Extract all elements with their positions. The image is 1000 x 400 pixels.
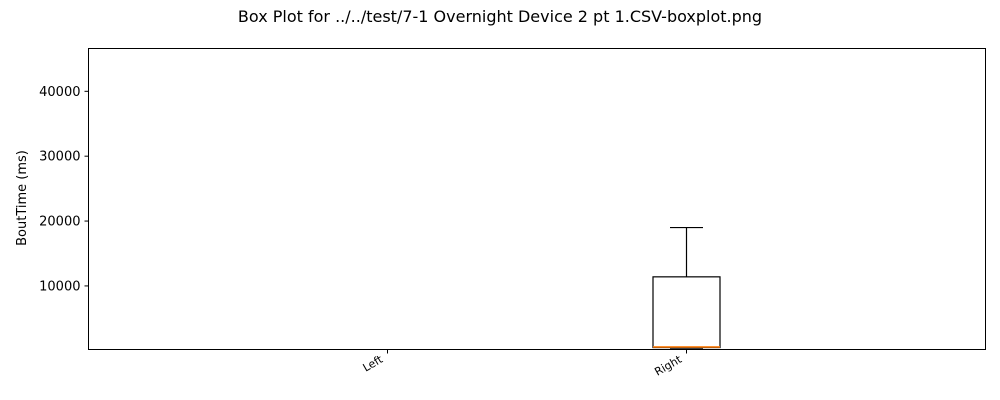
box-iqr: [652, 276, 721, 349]
plot-area: 10000 20000 30000 40000 Left Right: [39, 85, 721, 379]
y-axis-label: BoutTime (ms): [15, 150, 30, 246]
x-tick-label: Left: [361, 353, 386, 375]
y-tick-label: 10000: [39, 279, 80, 294]
y-tick-label: 30000: [39, 150, 80, 165]
y-tick-label: 20000: [39, 215, 80, 230]
x-tick-label: Right: [652, 352, 684, 378]
y-tick-label: 40000: [39, 85, 80, 100]
axes-frame: [88, 48, 986, 350]
chart-title: Box Plot for ../../test/7-1 Overnight De…: [238, 7, 762, 26]
